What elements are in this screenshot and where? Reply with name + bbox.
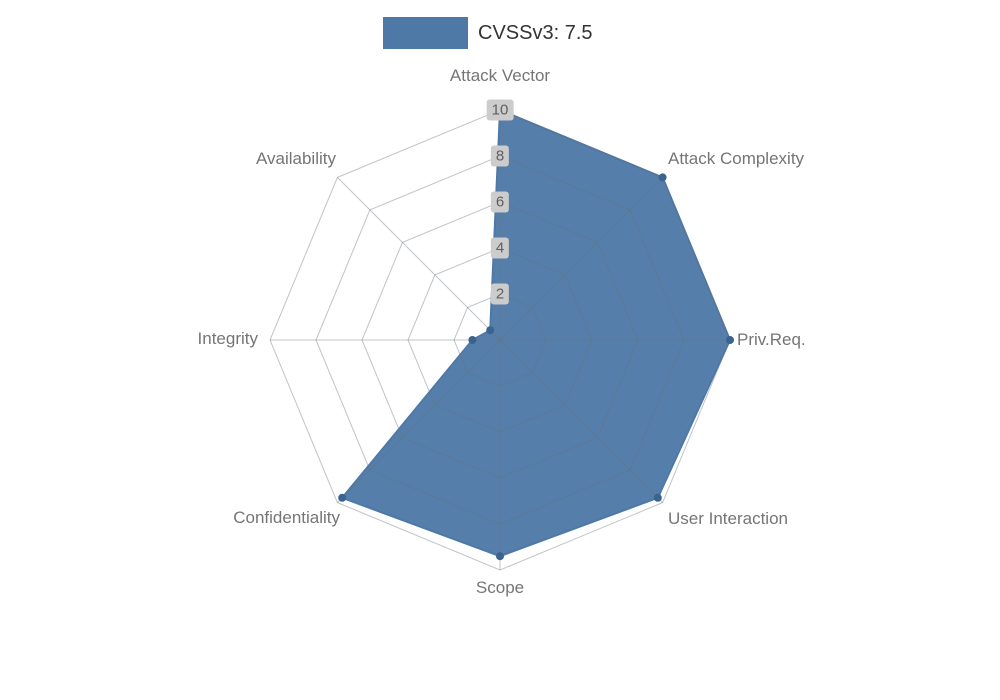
legend-item-cvssv3[interactable]: CVSSv3: 7.5 [383,17,593,49]
radial-tick-2: 2 [490,283,510,305]
radar-grid-ring [453,293,547,387]
radar-grid-ring [315,155,685,525]
axis-label-integrity: Integrity [197,329,258,348]
radar-series-point[interactable] [726,336,734,344]
radar-grid-ring [407,247,593,433]
axis-label-attack-complexity: Attack Complexity [668,149,805,168]
radar-series-point[interactable] [658,173,667,182]
radar-series-point[interactable] [486,326,495,335]
radial-tick-6: 6 [490,191,510,213]
radar-axis-line [499,339,663,503]
axis-label-priv-req: Priv.Req. [737,330,806,349]
axis-label-attack-vector: Attack Vector [449,66,551,85]
legend-swatch [383,17,468,49]
axis-label-confidentiality: Confidentiality [233,508,340,527]
radial-tick-8: 8 [490,145,510,167]
radar-grid-ring [269,109,731,571]
radar-grid-ring [361,201,639,479]
radar-axis-line [499,177,663,341]
radial-tick-4: 4 [490,237,510,259]
radar-series-point[interactable] [653,493,662,502]
axis-label-availability: Availability [255,149,336,168]
radar-series-area[interactable] [341,109,731,558]
axis-label-scope: Scope [475,578,525,597]
radar-series-point[interactable] [468,336,477,344]
radar-axis-line [337,339,501,503]
legend-label: CVSSv3: 7.5 [478,21,593,44]
radar-axis-line [337,177,501,341]
radar-series-point[interactable] [338,493,347,502]
radar-series-point[interactable] [496,552,504,561]
axis-label-user-interaction: User Interaction [668,509,788,528]
radial-tick-10: 10 [486,99,514,121]
